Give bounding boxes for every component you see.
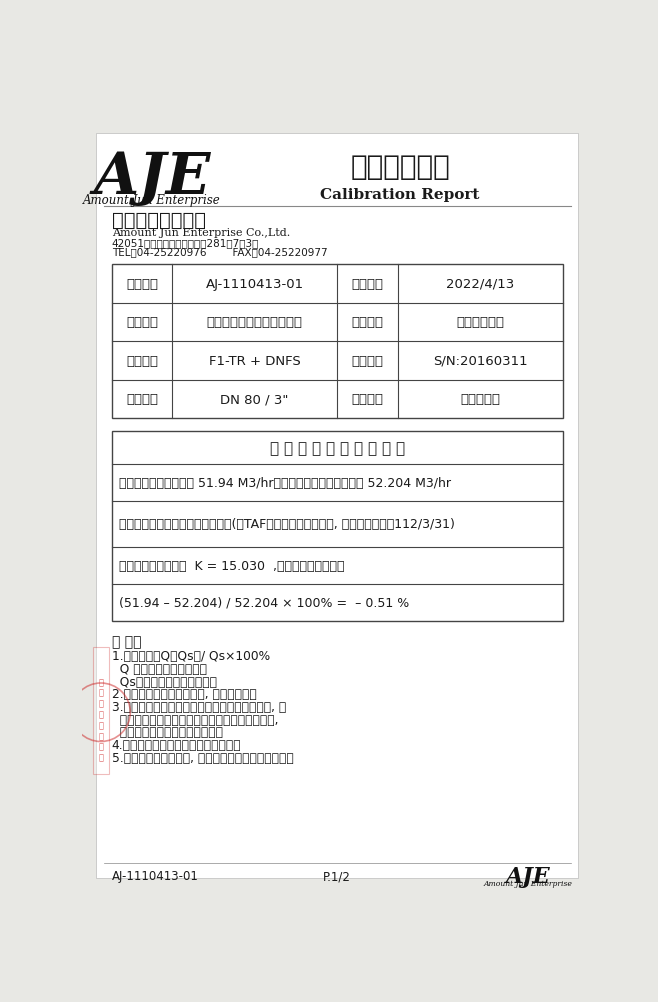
Text: 產品尺寸: 產品尺寸 [126,393,158,406]
Text: 產品名稱: 產品名稱 [351,316,384,329]
Text: 3.現場校驗校正方法採流量動態流動時同步拍攝, 取: 3.現場校驗校正方法採流量動態流動時同步拍攝, 取 [112,700,286,713]
Text: 2.報告結果依據使用者規範, 判別合格與否: 2.報告結果依據使用者規範, 判別合格與否 [112,687,257,700]
Text: F1-TR + DNFS: F1-TR + DNFS [209,355,301,368]
Bar [112,265,563,419]
Text: 產品型號: 產品型號 [126,355,158,368]
Text: Amount Jun Enterprise: Amount Jun Enterprise [484,879,572,887]
Text: Calibration Report: Calibration Report [320,188,480,202]
Text: 校驗人員: 校驗人員 [351,393,384,406]
Text: Amount Jun Enterprise Co.,Ltd.: Amount Jun Enterprise Co.,Ltd. [112,227,290,237]
Text: S/N:20160311: S/N:20160311 [433,355,528,368]
Text: 有: 有 [98,720,103,729]
Text: 再依擷取樣數値進行器差値計算: 再依擷取樣數値進行器差値計算 [112,725,222,738]
Text: AJE: AJE [93,149,211,206]
Text: AJ-1110413-01: AJ-1110413-01 [112,870,199,883]
Text: TEL：04-25220976        FAX：04-25220977: TEL：04-25220976 FAX：04-25220977 [112,247,327,258]
Text: P.1/2: P.1/2 [323,870,351,883]
Text: 校驗日期: 校驗日期 [351,278,384,291]
Text: 量鵈企業有限公司: 量鵈企業有限公司 [112,211,206,230]
Text: 限: 限 [98,731,103,740]
Text: 公: 公 [98,741,103,750]
Text: (51.94 – 52.204) / 52.204 × 100% =  – 0.51 %: (51.94 – 52.204) / 52.204 × 100% = – 0.5… [120,596,410,609]
Text: 產品序號: 產品序號 [351,355,384,368]
Text: 現場受測錄設定參數  K = 15.030  ,其器差値計算如下：: 現場受測錄設定參數 K = 15.030 ,其器差値計算如下： [120,559,345,572]
Text: 報告序號: 報告序號 [126,278,158,291]
Text: 得現場受測錄量測數値及標準量測計器量測數値,: 得現場受測錄量測數値及標準量測計器量測數値, [112,713,278,725]
Text: 企: 企 [98,698,103,707]
Text: 現 場 校 驗 校 正 相 關 資 訊: 現 場 校 驗 校 正 相 關 資 訊 [270,441,405,456]
Text: 標準量測計器攜帶型超音波流量計(経TAF認可校正實驗室認證, 認證有效期限至112/3/31): 標準量測計器攜帶型超音波流量計(経TAF認可校正實驗室認證, 認證有效期限至11… [120,518,455,531]
Text: 林　孟　傑: 林 孟 傑 [460,393,500,406]
Text: 4.現場量測數値同步拍攝取照片如下頁: 4.現場量測數値同步拍攝取照片如下頁 [112,738,241,752]
Text: 國立彰化師範大學寶山校區: 國立彰化師範大學寶山校區 [207,316,303,329]
Text: Q 為現場受測錄量測數値: Q 為現場受測錄量測數値 [112,662,207,675]
Text: 1.器差値＝（Q－Qs）/ Qs×100%: 1.器差値＝（Q－Qs）/ Qs×100% [112,649,270,662]
Text: 量: 量 [98,677,103,686]
Text: 5.現場受測錄設定參數, 為儀錄現場受測時內部設定値: 5.現場受測錄設定參數, 為儀錄現場受測時內部設定値 [112,752,293,764]
Text: Amount Jun Enterprise: Amount Jun Enterprise [83,193,221,206]
Bar [93,647,109,775]
Text: 現場受測錄量測數値為 51.94 M3/hr；標準量測計器量測數値為 52.204 M3/hr: 現場受測錄量測數値為 51.94 M3/hr；標準量測計器量測數値為 52.20… [120,476,451,489]
Text: DN 80 / 3": DN 80 / 3" [220,393,289,406]
Text: 司: 司 [98,753,103,762]
Text: 校驗客戶: 校驗客戶 [126,316,158,329]
Text: 備 註：: 備 註： [112,635,141,649]
Text: 鈞: 鈞 [98,688,103,697]
Text: 42051台中市豐原區圓環東路281巷7弸3號: 42051台中市豐原區圓環東路281巷7弸3號 [112,237,259,247]
Text: AJ-1110413-01: AJ-1110413-01 [205,278,304,291]
Text: 2022/4/13: 2022/4/13 [446,278,515,291]
Text: 業: 業 [98,709,103,718]
Text: Qs為標準量測計器量測數値: Qs為標準量測計器量測數値 [112,675,216,687]
Text: 校驗校正報告: 校驗校正報告 [350,152,450,180]
Bar [112,432,563,621]
Text: AJE: AJE [505,865,550,887]
Text: 糊子式流量計: 糊子式流量計 [456,316,504,329]
